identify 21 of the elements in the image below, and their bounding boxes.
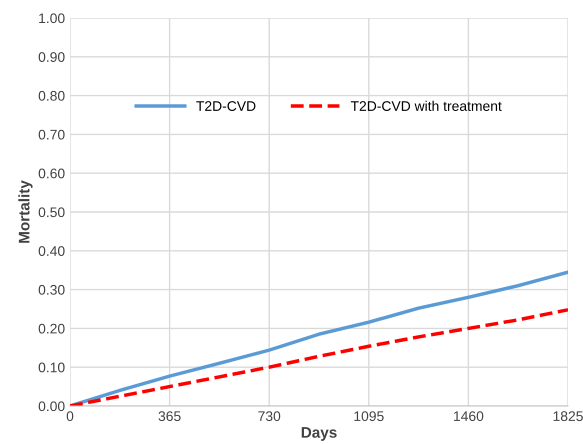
- y-tick-label: 0.60: [38, 168, 65, 178]
- legend-label: T2D-CVD with treatment: [350, 100, 502, 111]
- y-tick-label: 0.00: [38, 401, 65, 412]
- x-tick-label: 365: [158, 411, 181, 422]
- y-tick-label: 1.00: [39, 13, 65, 24]
- y-tick-label: 0.40: [38, 246, 65, 256]
- y-tick-label: 0.80: [38, 90, 65, 101]
- y-axis-title: Mortality: [18, 180, 33, 243]
- y-tick-label: 0.50: [38, 207, 65, 218]
- x-tick-label: 1825: [554, 411, 583, 422]
- legend-label: T2D-CVD: [196, 101, 256, 111]
- y-tick-label: 0.30: [38, 284, 65, 295]
- x-tick-label: 1460: [454, 411, 484, 422]
- x-tick-label: 1095: [354, 411, 384, 422]
- y-tick-label: 0.20: [38, 324, 65, 334]
- x-axis-title: Days: [302, 427, 337, 441]
- y-tick-label: 0.70: [38, 130, 65, 140]
- x-tick-label: 0: [66, 411, 74, 422]
- y-tick-label: 0.90: [38, 52, 65, 62]
- y-tick-label: 0.10: [38, 362, 65, 372]
- x-tick-label: 730: [258, 411, 280, 422]
